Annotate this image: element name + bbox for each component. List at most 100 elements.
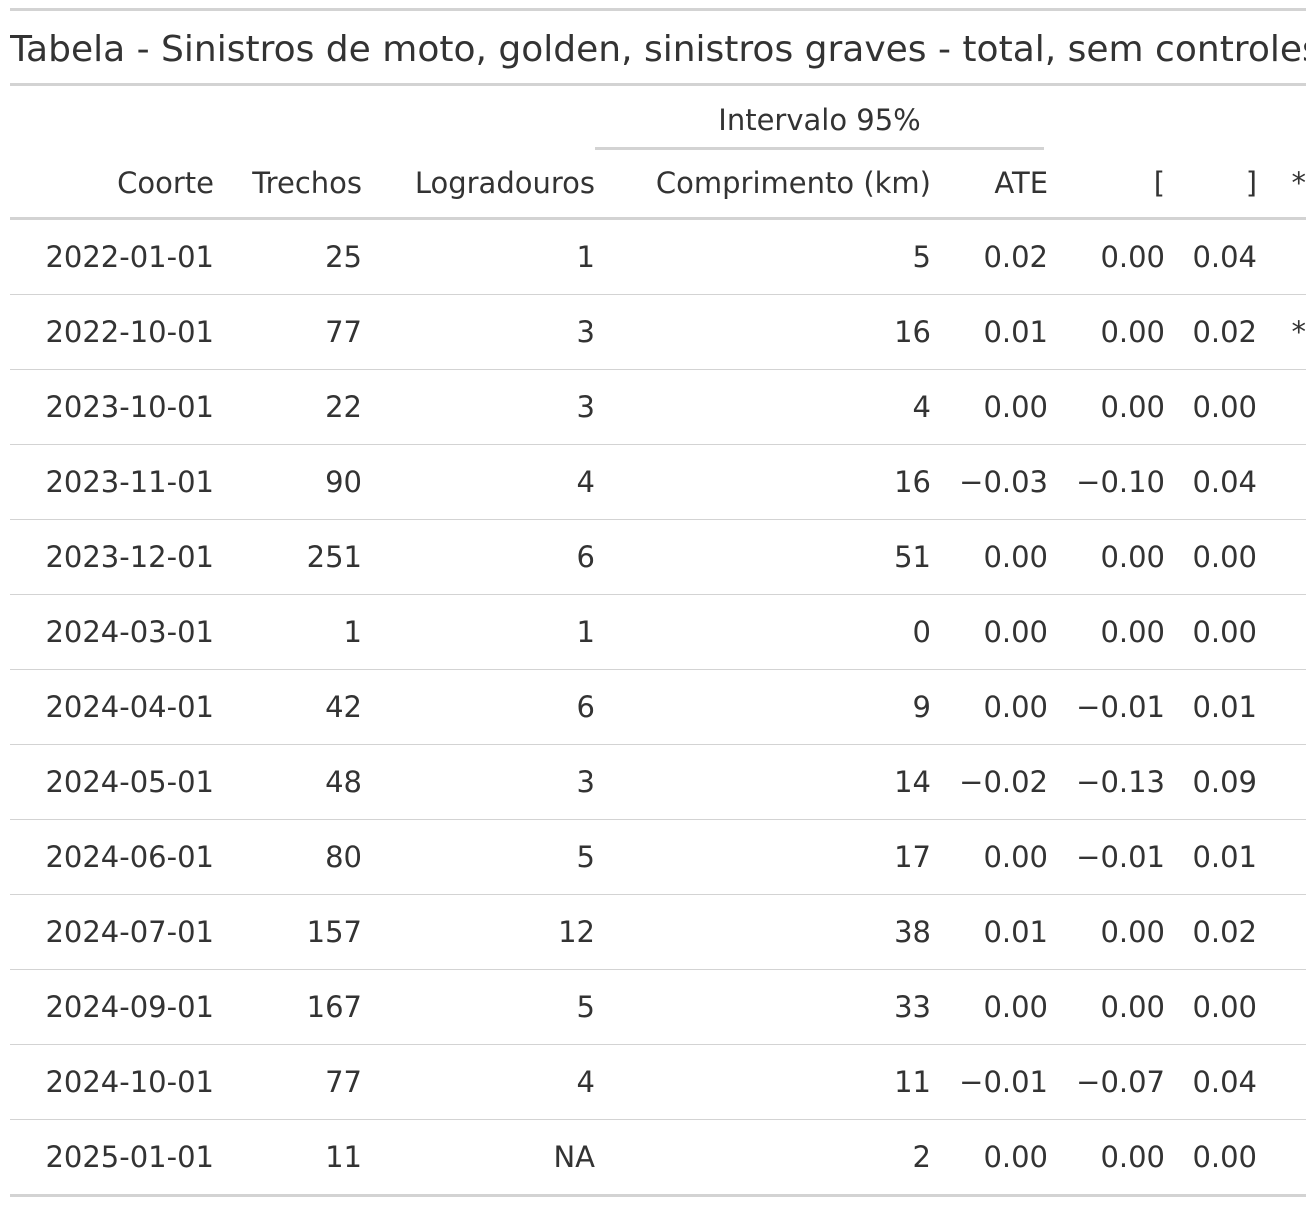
- cell-ci-lower: 0.00: [1048, 594, 1166, 670]
- cell-ate: 0.00: [931, 969, 1049, 1045]
- table-row: 2022-01-01 25 1 5 0.02 0.00 0.04: [10, 219, 1306, 295]
- cell-ci-upper: 0.04: [1192, 240, 1258, 274]
- cell-comprimento: 5: [912, 240, 931, 274]
- col-header-logradouros: Logradouros: [362, 150, 595, 220]
- cell-coorte: 2023-10-01: [10, 369, 214, 445]
- cell-logradouros: 5: [362, 969, 595, 1045]
- table-row: 2024-03-01 1 1 0 0.00 0.00 0.00: [10, 594, 1307, 670]
- cell-comprimento: 11: [595, 1044, 931, 1120]
- cell-ate: 0.00: [931, 369, 1049, 445]
- cell-logradouros: 5: [362, 819, 595, 895]
- cell-ci-lower: 0.00: [1048, 519, 1166, 595]
- cell-coorte: 2025-01-01: [10, 1119, 214, 1197]
- cell-comprimento: 16: [595, 294, 931, 370]
- cell-ci-lower: −0.01: [1048, 819, 1166, 895]
- spanner-header-row: Intervalo 95%: [10, 86, 1306, 150]
- cell-significance: [1257, 219, 1306, 295]
- cell-comprimento: 17: [595, 819, 931, 895]
- cell-coorte: 2024-06-01: [10, 819, 214, 895]
- spanner-empty: [10, 86, 595, 150]
- cell-logradouros: 4: [362, 444, 595, 520]
- col-header-ci-upper: ]: [1165, 150, 1258, 220]
- cell-trechos: 80: [214, 819, 362, 895]
- cell-trechos: 42: [214, 669, 362, 745]
- cell-significance: [1257, 369, 1307, 445]
- table-body: 2022-01-01 25 1 5 0.02 0.00 0.04 2022-10-01 77 3 1…: [10, 219, 1307, 1197]
- cell-ci-lower: 0.00: [1048, 369, 1166, 445]
- cell-logradouros: 12: [362, 894, 595, 970]
- cell-ci-lower: 0.00: [1048, 969, 1166, 1045]
- cell-trechos: 22: [214, 369, 362, 445]
- cell-coorte: 2024-03-01: [10, 594, 214, 670]
- cell-coorte: 2024-04-01: [10, 669, 214, 745]
- cell-significance: [1257, 1044, 1307, 1120]
- cell-ci-lower: −0.13: [1048, 744, 1166, 820]
- cell-ate: 0.02: [983, 240, 1049, 274]
- cell-ate: 0.00: [931, 819, 1049, 895]
- cell-ci-upper: 0.01: [1165, 819, 1258, 895]
- cell-significance: [1257, 894, 1307, 970]
- cell-comprimento: 4: [595, 369, 931, 445]
- col-header-trechos: Trechos: [214, 150, 362, 220]
- cell-ate: −0.01: [931, 1044, 1049, 1120]
- cell-logradouros: 3: [362, 744, 595, 820]
- cell-coorte: 2024-09-01: [10, 969, 214, 1045]
- table-row: 2024-05-01 48 3 14 −0.02 −0.13 0.09: [10, 744, 1307, 820]
- cell-coorte: 2022-10-01: [10, 294, 214, 370]
- cell-comprimento: 14: [595, 744, 931, 820]
- cell-ci-lower: 0.00: [1100, 240, 1166, 274]
- col-header-ci-lower: [: [1048, 150, 1166, 220]
- table-row: 2025-01-01 11 NA 2 0.00 0.00 0.00: [10, 1119, 1307, 1197]
- cell-significance: [1257, 519, 1307, 595]
- col-header-significance: *: [1257, 150, 1307, 220]
- cell-trechos: 157: [214, 894, 362, 970]
- cell-ci-upper: 0.00: [1165, 1119, 1258, 1197]
- cell-logradouros: 3: [362, 294, 595, 370]
- cell-ate: 0.00: [931, 1119, 1049, 1197]
- table-row: 2023-10-01 22 3 4 0.00 0.00 0.00: [10, 369, 1307, 445]
- cell-comprimento: 9: [595, 669, 931, 745]
- cell-trechos: 11: [214, 1119, 362, 1197]
- table-title: Tabela - Sinistros de moto, golden, sini…: [10, 29, 1306, 70]
- cell-trechos: 90: [214, 444, 362, 520]
- cell-coorte: 2024-07-01: [10, 894, 214, 970]
- col-header-comprimento: Comprimento (km): [595, 150, 931, 220]
- cell-coorte: 2024-10-01: [10, 1044, 214, 1120]
- cell-ci-upper: 0.00: [1165, 519, 1258, 595]
- cell-comprimento: 33: [595, 969, 931, 1045]
- cell-ate: 0.00: [931, 594, 1049, 670]
- cell-ci-upper: 0.04: [1165, 1044, 1258, 1120]
- title-rule: [10, 83, 1306, 86]
- cell-ci-lower: −0.01: [1048, 669, 1166, 745]
- cell-comprimento: 16: [595, 444, 931, 520]
- cell-comprimento: 38: [595, 894, 931, 970]
- cell-ci-upper: 0.02: [1165, 294, 1258, 370]
- cell-coorte: 2023-12-01: [10, 519, 214, 595]
- cell-trechos: 167: [214, 969, 362, 1045]
- cell-logradouros: NA: [362, 1119, 595, 1197]
- cell-ci-lower: 0.00: [1048, 294, 1166, 370]
- cell-significance: [1257, 744, 1307, 820]
- cell-comprimento: 2: [595, 1119, 931, 1197]
- cell-significance: [1257, 969, 1307, 1045]
- cell-significance: *: [1257, 294, 1307, 370]
- cell-significance: [1257, 819, 1307, 895]
- cell-ci-upper: 0.01: [1165, 669, 1258, 745]
- column-header-row: Coorte Trechos Logradouros Comprimento (…: [10, 150, 1307, 220]
- cell-ci-upper: 0.09: [1165, 744, 1258, 820]
- spanner-interval-label: Intervalo 95%: [595, 103, 1045, 150]
- cell-coorte: 2022-01-01: [45, 240, 214, 274]
- cell-ate: −0.02: [931, 744, 1049, 820]
- table-row: 2024-09-01 167 5 33 0.00 0.00 0.00: [10, 969, 1307, 1045]
- cell-comprimento: 51: [595, 519, 931, 595]
- cell-ci-upper: 0.00: [1165, 594, 1258, 670]
- results-table-container: Tabela - Sinistros de moto, golden, sini…: [10, 8, 1307, 1197]
- results-table: Intervalo 95% Coorte Trechos Logradouros…: [10, 86, 1307, 1197]
- cell-ate: 0.01: [931, 294, 1049, 370]
- cell-coorte: 2023-11-01: [10, 444, 214, 520]
- cell-ci-lower: −0.07: [1048, 1044, 1166, 1120]
- cell-logradouros: 4: [362, 1044, 595, 1120]
- cell-logradouros: 1: [576, 240, 595, 274]
- table-row: 2024-07-01 157 12 38 0.01 0.00 0.02: [10, 894, 1307, 970]
- cell-trechos: 25: [325, 240, 362, 274]
